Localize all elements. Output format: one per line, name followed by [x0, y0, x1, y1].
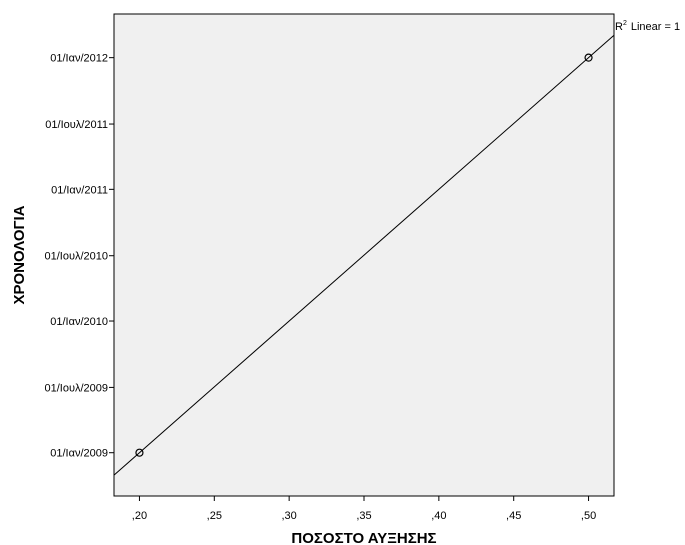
x-tick-label: ,30	[282, 510, 297, 522]
y-tick-label: 01/Ιαν/2012	[50, 53, 108, 65]
y-axis-ticks: 01/Ιαν/2009 01/Ιουλ/2009 01/Ιαν/2010 01/Ιου…	[44, 53, 114, 460]
y-tick-label: 01/Ιαν/2011	[51, 184, 108, 196]
r-squared-annotation: R2 Linear = 1	[615, 20, 680, 33]
x-tick-label: ,20	[132, 510, 147, 522]
points-layer	[135, 53, 593, 457]
data-point	[135, 448, 144, 457]
x-tick-label: ,40	[431, 510, 446, 522]
fit-line	[113, 34, 615, 476]
r-label: R	[615, 21, 623, 33]
x-tick-label: ,25	[207, 510, 222, 522]
y-tick-label: 01/Ιαν/2010	[50, 316, 108, 328]
y-tick-label: 01/Ιουλ/2010	[44, 251, 108, 263]
x-tick-label: ,35	[356, 510, 371, 522]
y-tick-label: 01/Ιουλ/2011	[45, 119, 108, 131]
data-point	[584, 53, 593, 62]
x-axis-title: ΠΟΣΟΣΤΟ ΑΥΞΗΣΗΣ	[291, 530, 436, 545]
x-tick-label: ,50	[581, 510, 596, 522]
x-tick-label: ,45	[506, 510, 521, 522]
y-tick-label: 01/Ιαν/2009	[50, 448, 108, 460]
r-superscript: 2	[623, 20, 627, 27]
fit-line-layer	[113, 34, 615, 476]
x-axis-ticks: ,20 ,25 ,30 ,35 ,40 ,45 ,50	[132, 496, 596, 522]
y-axis-title: ΧΡΟΝΟΛΟΓΙΑ	[11, 205, 28, 304]
y-tick-label: 01/Ιουλ/2009	[44, 382, 108, 394]
r-squared-text: Linear = 1	[631, 21, 680, 33]
